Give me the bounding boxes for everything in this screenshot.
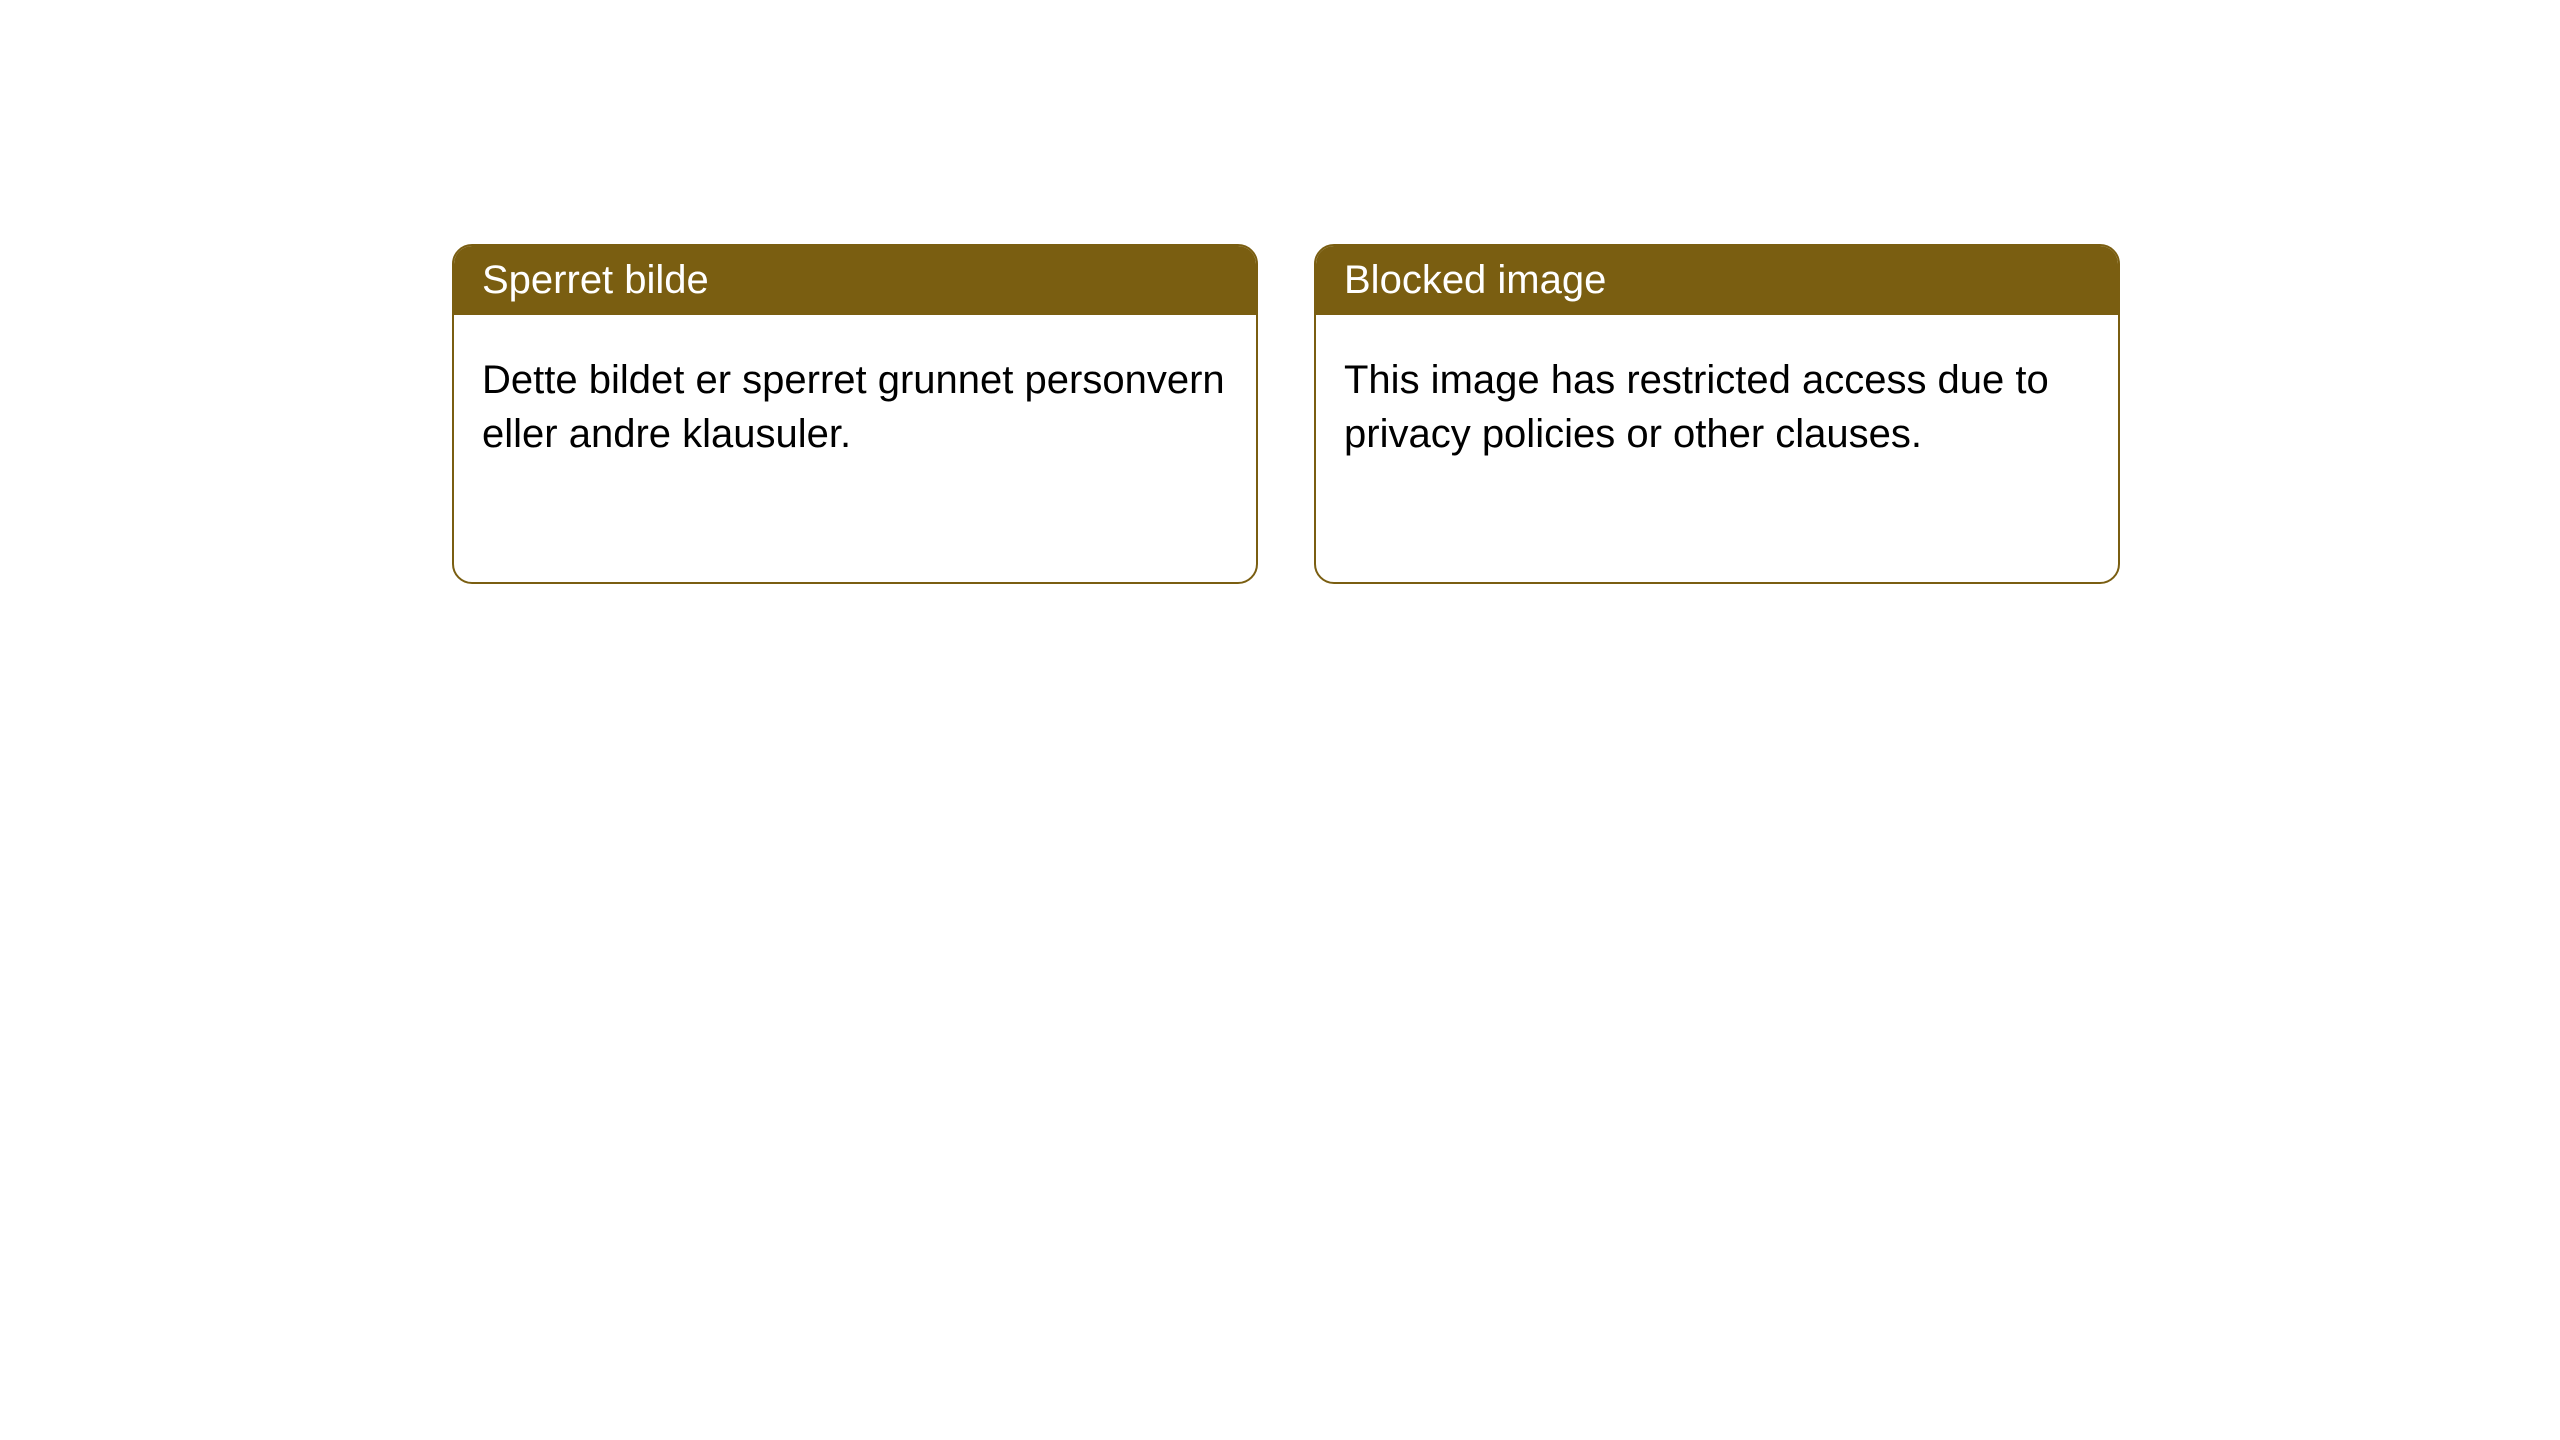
card-title-no: Sperret bilde — [482, 258, 709, 302]
card-message-en: This image has restricted access due to … — [1344, 358, 2049, 456]
card-message-no: Dette bildet er sperret grunnet personve… — [482, 358, 1225, 456]
card-header-no: Sperret bilde — [454, 246, 1256, 315]
blocked-image-card-no: Sperret bilde Dette bildet er sperret gr… — [452, 244, 1258, 584]
blocked-image-card-en: Blocked image This image has restricted … — [1314, 244, 2120, 584]
card-body-en: This image has restricted access due to … — [1316, 315, 2118, 499]
card-body-no: Dette bildet er sperret grunnet personve… — [454, 315, 1256, 499]
card-header-en: Blocked image — [1316, 246, 2118, 315]
cards-container: Sperret bilde Dette bildet er sperret gr… — [452, 244, 2120, 584]
card-title-en: Blocked image — [1344, 258, 1606, 302]
